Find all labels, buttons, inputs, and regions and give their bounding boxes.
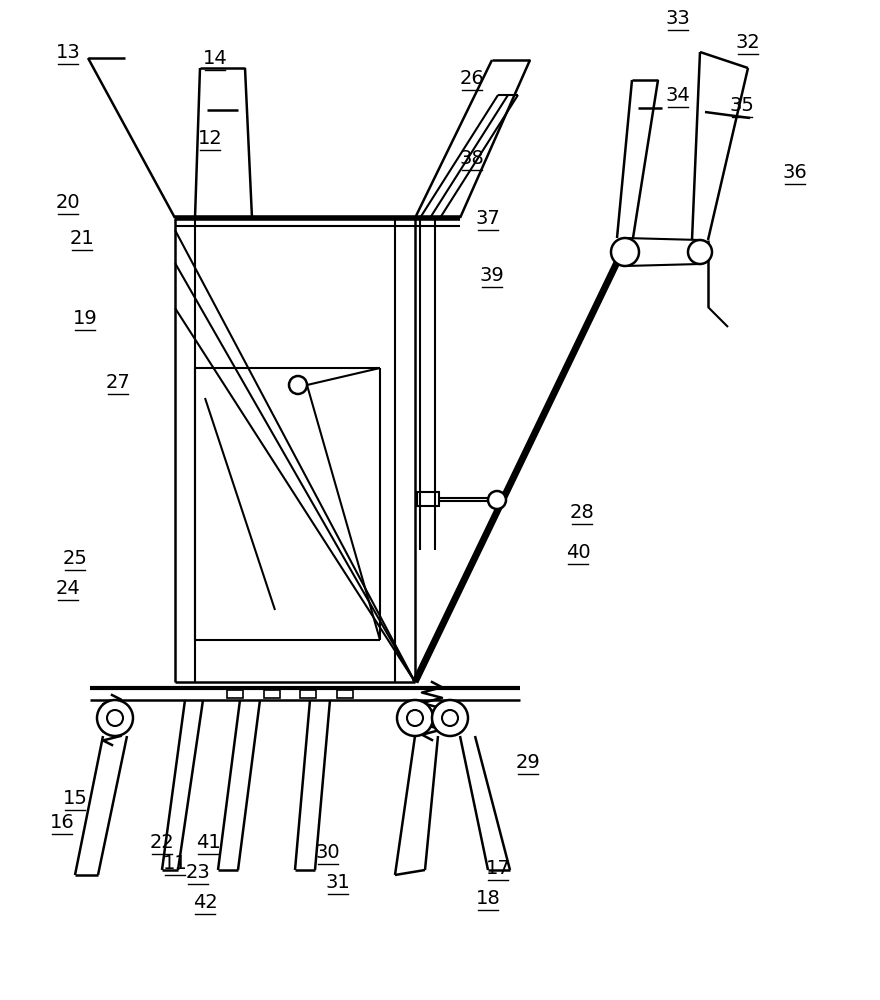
- Text: 42: 42: [193, 893, 217, 912]
- Circle shape: [611, 238, 639, 266]
- Text: 17: 17: [486, 859, 510, 878]
- Text: 16: 16: [49, 813, 75, 832]
- Text: 34: 34: [665, 86, 691, 105]
- Text: 30: 30: [316, 843, 341, 862]
- Text: 28: 28: [569, 503, 594, 522]
- Circle shape: [407, 710, 423, 726]
- Text: 25: 25: [62, 549, 87, 568]
- Text: 31: 31: [326, 873, 350, 892]
- Circle shape: [289, 376, 307, 394]
- Circle shape: [688, 240, 712, 264]
- Text: 41: 41: [195, 833, 220, 852]
- Text: 39: 39: [480, 266, 504, 285]
- Text: 35: 35: [730, 96, 754, 115]
- Circle shape: [432, 700, 468, 736]
- Text: 40: 40: [566, 543, 590, 562]
- Circle shape: [442, 710, 458, 726]
- Bar: [337, 690, 353, 698]
- Text: 12: 12: [198, 129, 223, 148]
- Bar: [227, 690, 243, 698]
- Text: 24: 24: [55, 579, 80, 598]
- Text: 32: 32: [736, 33, 760, 52]
- Text: 33: 33: [665, 9, 691, 28]
- Text: 14: 14: [202, 49, 227, 68]
- Text: 15: 15: [62, 789, 87, 808]
- Text: 11: 11: [163, 854, 187, 873]
- Text: 26: 26: [459, 69, 484, 88]
- Circle shape: [107, 710, 123, 726]
- Bar: [417, 492, 439, 506]
- Circle shape: [488, 491, 506, 509]
- Text: 29: 29: [516, 753, 540, 772]
- Text: 36: 36: [782, 163, 807, 182]
- Text: 38: 38: [459, 149, 484, 168]
- Text: 37: 37: [475, 209, 501, 228]
- Text: 18: 18: [475, 889, 501, 908]
- Circle shape: [97, 700, 133, 736]
- Text: 19: 19: [73, 309, 98, 328]
- Circle shape: [397, 700, 433, 736]
- Text: 21: 21: [70, 229, 94, 248]
- Text: 23: 23: [186, 863, 210, 882]
- Bar: [300, 690, 316, 698]
- Text: 22: 22: [150, 833, 174, 852]
- Text: 13: 13: [55, 43, 80, 62]
- Text: 27: 27: [106, 373, 130, 392]
- Text: 20: 20: [55, 193, 80, 212]
- Bar: [264, 690, 280, 698]
